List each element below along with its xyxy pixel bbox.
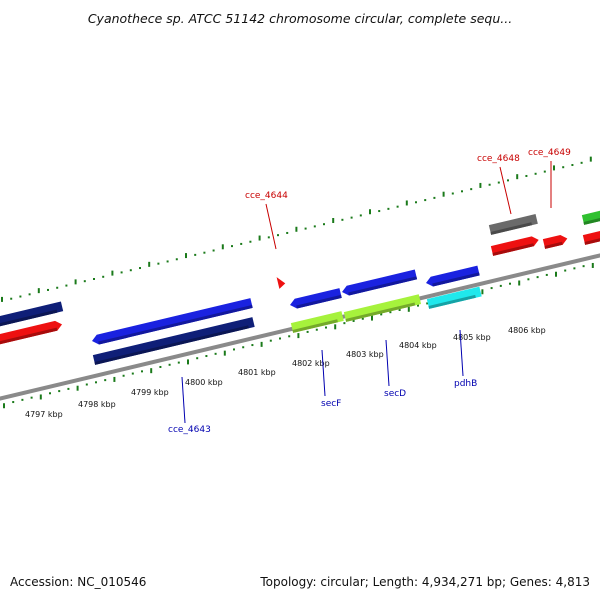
secF-gene-arrow: [290, 311, 344, 333]
feature-7-gene-arrow: [426, 265, 480, 287]
gene-arrow-body: [290, 288, 342, 309]
gene-arrow-body: [276, 277, 286, 289]
secD-label: secD: [384, 389, 406, 399]
tick-marks: 4806 kbp 4797 kbp 4798 kbp 4799 kbp 4800 kbp…: [1, 156, 594, 419]
gene-arrow-shade: [490, 222, 533, 235]
feature-5-gene-arrow: [290, 288, 342, 309]
feature-1-gene-arrow: [0, 301, 64, 328]
cce_4649-label: cce_4649: [528, 148, 571, 158]
feature-16-gene-arrow: [582, 228, 600, 245]
gene-arrow-shade: [0, 309, 58, 328]
cce_4648-label: cce_4648: [477, 154, 520, 164]
pdhB-gene-arrow: [426, 286, 482, 309]
gene-arrow-shade: [94, 325, 249, 365]
cce_4648-gene-arrow: [490, 236, 539, 256]
cce_4644-gene-arrow: [276, 277, 286, 289]
scale-tick-label: 4798 kbp: [78, 400, 116, 409]
cce_4648-leader-line: [499, 166, 512, 215]
gene-arrow-shade: [544, 241, 563, 249]
gene-arrow-shade: [0, 327, 58, 346]
gene-arrow-body: [342, 269, 418, 296]
gene-arrow-shade: [432, 272, 480, 287]
cce_4643-gene-arrow: [92, 317, 255, 365]
cce_4644-label: cce_4644: [245, 191, 288, 201]
genome-summary-text: Topology: circular; Length: 4,934,271 bp…: [260, 575, 590, 589]
feature-2-gene-arrow: [0, 320, 63, 346]
scale-tick-label: 4800 kbp: [185, 378, 223, 387]
gene-arrow-shade: [296, 294, 342, 309]
cce_4649-gene-arrow: [542, 234, 568, 249]
features-layer: [0, 208, 600, 365]
scale-tick-label: 4802 kbp: [292, 359, 330, 368]
secF-label: secF: [321, 399, 341, 409]
feature-6-gene-arrow: [342, 269, 418, 296]
feature-3-gene-arrow: [92, 298, 253, 345]
map-title: Cyanothece sp. ATCC 51142 chromosome cir…: [87, 11, 513, 26]
scale-tick-label: 4797 kbp: [25, 410, 63, 419]
pdhB-leader-line: [459, 329, 464, 377]
gene-arrow-shade: [292, 319, 338, 333]
feature-15-gene-arrow: [581, 208, 600, 225]
feature-12-gene-arrow: [488, 214, 538, 235]
gene-arrow-body: [92, 298, 253, 345]
scale-tick-label: 4803 kbp: [346, 350, 384, 359]
scale-tick-label: 4799 kbp: [131, 388, 169, 397]
secD-gene-arrow: [343, 294, 422, 322]
gene-arrow-shade: [492, 243, 535, 256]
cce_4644-leader-line: [265, 203, 277, 250]
labels-layer: cce_4643 secF secD pdhB cce_4644 cce_4648 cce_…: [168, 148, 571, 435]
cce_4643-leader-line: [181, 376, 186, 424]
gene-arrow-shade: [428, 294, 476, 309]
scale-tick-label: 4806 kbp: [508, 326, 546, 335]
gene-arrow-shade: [98, 304, 253, 345]
secD-leader-line: [385, 339, 390, 387]
gene-arrow-shade: [345, 302, 416, 322]
cce_4643-label: cce_4643: [168, 425, 211, 435]
gene-arrow-body: [426, 265, 480, 287]
gene-arrow-shade: [348, 276, 418, 296]
secF-leader-line: [321, 349, 326, 397]
scale-tick-label: 4801 kbp: [238, 368, 276, 377]
scale-tick-label: 4804 kbp: [399, 341, 437, 350]
gene-arrow-shade: [583, 216, 600, 225]
scale-tick-label: 4805 kbp: [453, 333, 491, 342]
gene-arrow-shade: [584, 236, 600, 245]
pdhB-label: pdhB: [454, 379, 477, 389]
accession-text: Accession: NC_010546: [10, 575, 147, 589]
